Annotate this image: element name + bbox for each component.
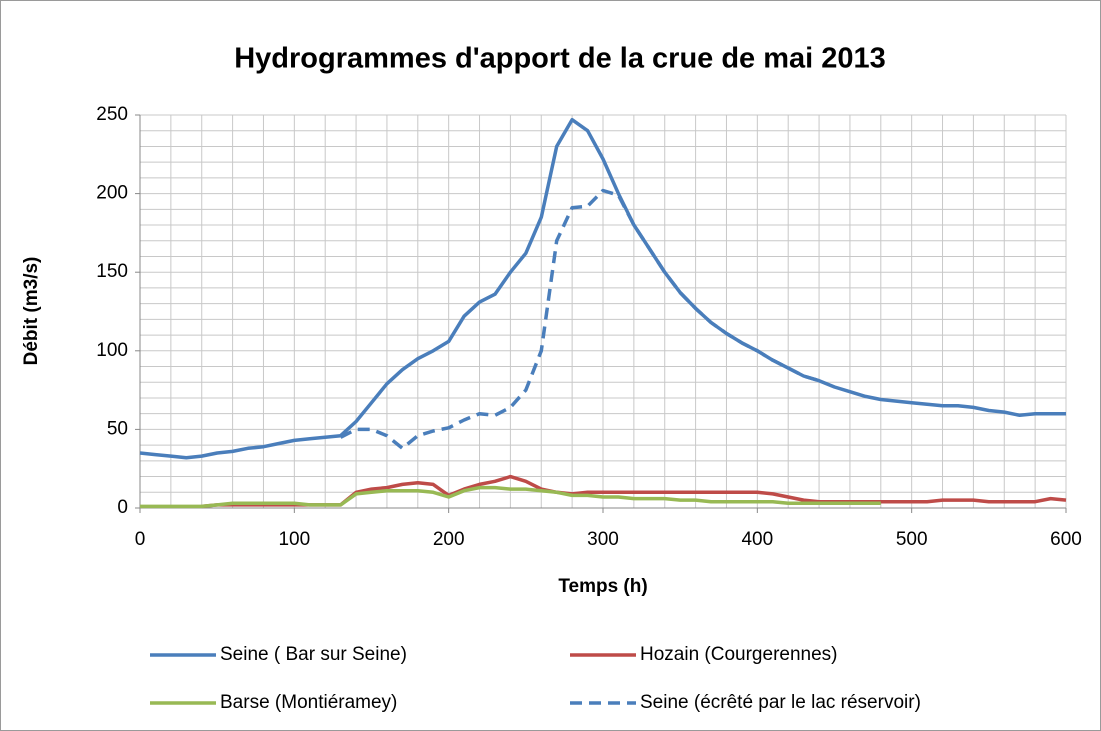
legend-label: Seine (écrêté par le lac réservoir) [640,692,921,713]
series-line [339,188,820,451]
x-axis-label: Temps (h) [558,576,647,597]
series-line [140,485,881,509]
x-tick-label: 300 [587,529,619,550]
series-line [139,117,1066,460]
y-tick-label: 50 [107,418,128,439]
x-tick-label: 500 [896,529,928,550]
y-tick-label: 150 [96,261,128,282]
y-tick-label: 250 [96,104,128,125]
x-tick-label: 400 [741,529,773,550]
y-tick-label: 200 [96,183,128,204]
legend-label: Hozain (Courgerennes) [640,644,838,665]
y-tick-label: 0 [117,497,128,518]
x-tick-label: 100 [278,529,310,550]
x-tick-label: 600 [1050,529,1082,550]
legend-label: Seine ( Bar sur Seine) [220,644,407,665]
y-axis-label: Débit (m3/s) [21,257,42,366]
chart-title: Hydrogrammes d'apport de la crue de mai … [234,43,886,75]
x-tick-label: 200 [433,529,465,550]
x-tick-label: 0 [135,529,146,550]
legend-label: Barse (Montiéramey) [220,692,397,713]
y-tick-label: 100 [96,340,128,361]
